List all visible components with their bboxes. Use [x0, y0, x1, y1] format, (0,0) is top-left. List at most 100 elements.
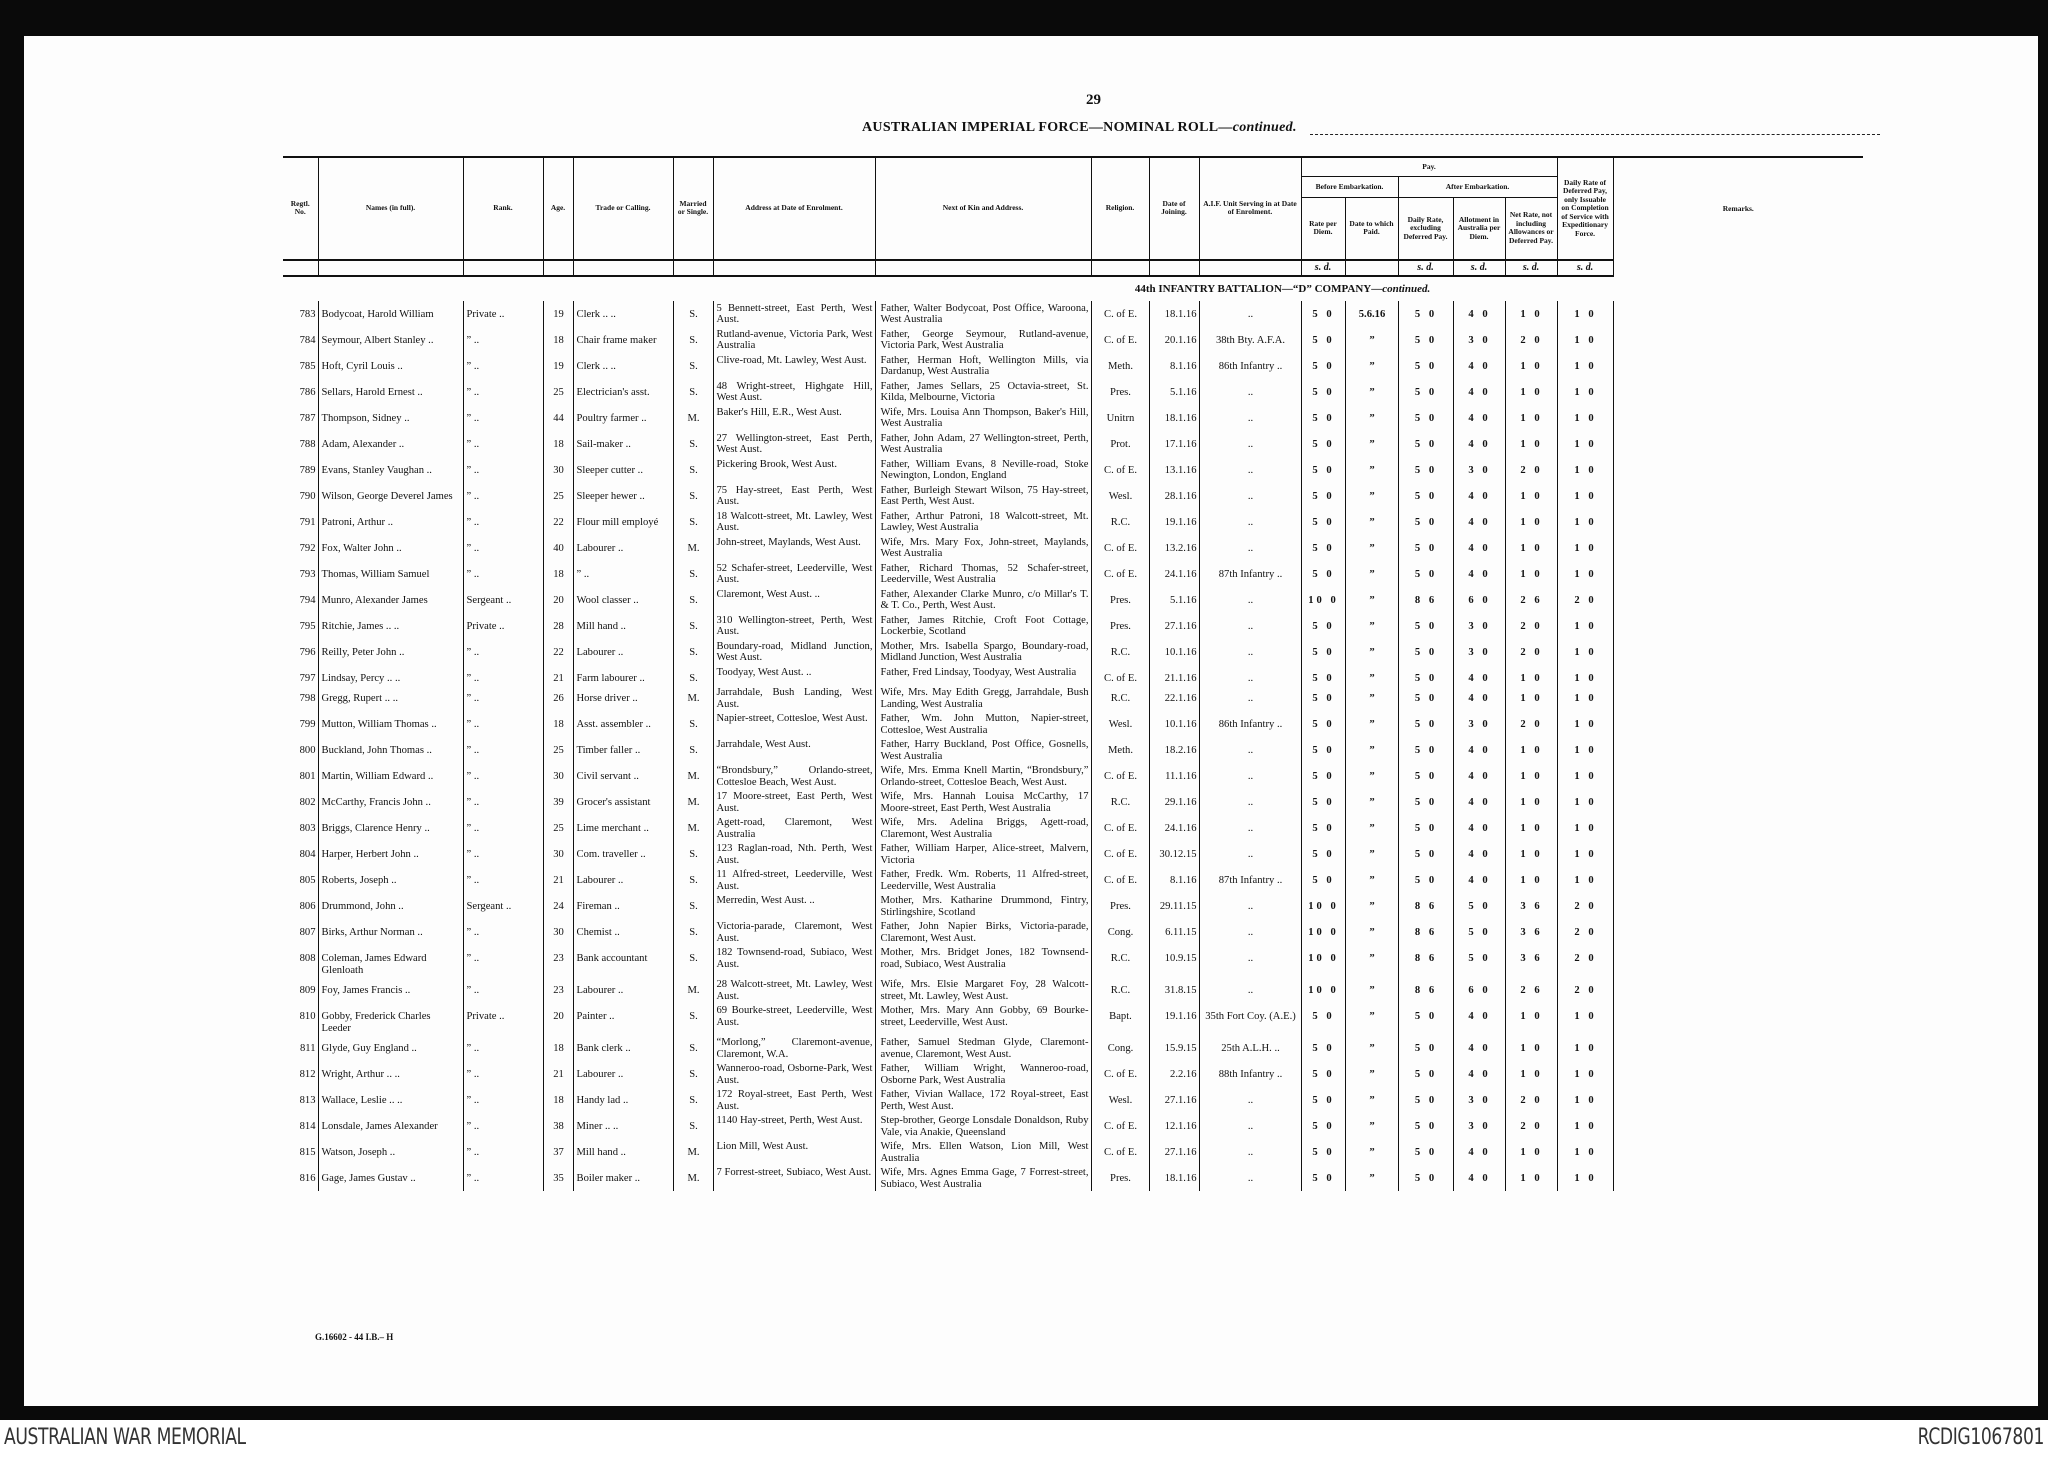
cell-net-rate: 1 0: [1504, 867, 1558, 893]
header-daily-rate: Daily Rate, excluding Deferred Pay.: [1397, 197, 1453, 260]
cell-next-of-kin: Wife, Mrs. Emma Knell Martin, “Brondsbur…: [874, 763, 1091, 789]
cell-age: 30: [542, 456, 573, 483]
cell-address: 52 Schafer-street, Leederville, West Aus…: [712, 560, 875, 587]
cell-unit: ..: [1198, 1165, 1301, 1191]
cell-date-paid: ”: [1344, 1035, 1398, 1061]
cell-unit: ..: [1198, 789, 1301, 815]
cell-daily-rate: 5 0: [1397, 841, 1453, 867]
cell-allotment: 4 0: [1452, 867, 1505, 893]
table-row: 807 Birks, Arthur Norman ..” .. 30 Chemist …: [283, 919, 1864, 945]
cell-deferred-rate: 1 0: [1556, 867, 1614, 893]
cell-unit: 38th Bty. A.F.A.: [1198, 326, 1301, 353]
cell-net-rate: 1 0: [1504, 508, 1558, 535]
unit-rate: s. d.: [1300, 258, 1345, 277]
cell-address: Jarrahdale, West Aust.: [712, 737, 875, 763]
cell-married-single: S.: [672, 560, 713, 587]
cell-date-joining: 24.1.16: [1148, 815, 1199, 841]
cell-rate-per-diem: 5 0: [1300, 560, 1345, 587]
cell-net-rate: 2 0: [1504, 456, 1558, 483]
cell-address: John-street, Maylands, West Aust.: [712, 534, 875, 561]
cell-age: 30: [542, 763, 573, 789]
cell-deferred-rate: 1 0: [1556, 815, 1614, 841]
cell-religion: C. of E.: [1090, 326, 1149, 353]
cell-daily-rate: 5 0: [1397, 664, 1453, 685]
cell-regtl-no: 811: [300, 1043, 316, 1054]
cell-next-of-kin: Father, Wm. John Mutton, Napier-street, …: [874, 711, 1091, 737]
cell-married-single: S.: [672, 711, 713, 737]
cell-date-joining: 12.1.16: [1148, 1113, 1199, 1139]
unit-allotment: s. d.: [1452, 258, 1505, 277]
cell-religion: C. of E.: [1090, 763, 1149, 789]
cell-daily-rate: 5 0: [1397, 1003, 1453, 1035]
cell-next-of-kin: Wife, Mrs. May Edith Gregg, Jarrahdale, …: [874, 685, 1091, 711]
cell-married-single: S.: [672, 638, 713, 665]
cell-remarks: [1612, 789, 1864, 815]
cell-name: Mutton, William Thomas ..: [317, 711, 463, 737]
cell-regtl-no: 809: [299, 985, 316, 996]
cell-married-single: S.: [672, 664, 713, 685]
cell-deferred-rate: 1 0: [1556, 612, 1614, 639]
cell-next-of-kin: Father, William Evans, 8 Neville-road, S…: [874, 456, 1091, 483]
cell-deferred-rate: 1 0: [1556, 685, 1614, 711]
cell-next-of-kin: Mother, Mrs. Mary Ann Gobby, 69 Bourke-s…: [874, 1003, 1091, 1035]
archive-name: AUSTRALIAN WAR MEMORIAL: [4, 1425, 246, 1450]
cell-rank: ” ..: [462, 664, 543, 685]
cell-rate-per-diem: 5 0: [1300, 1061, 1345, 1087]
cell-net-rate: 1 0: [1504, 789, 1558, 815]
cell-date-paid: ”: [1344, 430, 1398, 457]
roll-body: 783 Bodycoat, Harold William Private .. 19 C…: [283, 300, 1864, 1191]
cell-trade: Chair frame maker: [572, 326, 673, 353]
cell-regtl-no: 793: [299, 568, 316, 580]
cell-rank: ” ..: [462, 685, 543, 711]
cell-date-joining: 13.1.16: [1148, 456, 1199, 483]
cell-married-single: S.: [672, 508, 713, 535]
cell-rank: ” ..: [462, 1165, 543, 1191]
cell-married-single: S.: [672, 1035, 713, 1061]
cell-next-of-kin: Father, Richard Thomas, 52 Schafer-stree…: [874, 560, 1091, 587]
cell-rank: ” ..: [462, 638, 543, 665]
cell-daily-rate: 5 0: [1397, 737, 1453, 763]
cell-trade: Poultry farmer ..: [572, 404, 673, 431]
cell-remarks: [1612, 326, 1864, 353]
table-row: 795 Ritchie, James .. .. Private .. 28 Mill …: [283, 612, 1864, 639]
cell-remarks: [1612, 1165, 1864, 1191]
cell-age: 28: [542, 612, 573, 639]
cell-daily-rate: 8 6: [1397, 945, 1453, 977]
cell-married-single: M.: [672, 404, 713, 431]
cell-remarks: [1612, 841, 1864, 867]
cell-daily-rate: 5 0: [1397, 638, 1453, 665]
cell-deferred-rate: 1 0: [1556, 841, 1614, 867]
cell-rank: ” ..: [462, 1139, 543, 1165]
cell-religion: Pres.: [1090, 612, 1149, 639]
cell-unit: 86th Infantry ..: [1198, 352, 1301, 379]
cell-address: Victoria-parade, Claremont, West Aust.: [712, 919, 875, 945]
cell-date-joining: 27.1.16: [1148, 612, 1199, 639]
table-row: 797 Lindsay, Percy .. ..” .. 21 Farm labour…: [283, 664, 1864, 685]
cell-rate-per-diem: 5 0: [1300, 534, 1345, 561]
cell-next-of-kin: Father, Harry Buckland, Post Office, Gos…: [874, 737, 1091, 763]
cell-age: 30: [542, 841, 573, 867]
cell-age: 40: [542, 534, 573, 561]
cell-religion: Wesl.: [1090, 1087, 1149, 1113]
cell-allotment: 4 0: [1452, 1035, 1505, 1061]
table-row: 787 Thompson, Sidney ..” .. 44 Poultry farm…: [283, 404, 1864, 431]
cell-rank: ” ..: [462, 430, 543, 457]
unit-daily: s. d.: [1397, 258, 1453, 277]
cell-net-rate: 1 0: [1504, 763, 1558, 789]
cell-name: Gobby, Frederick Charles Leeder: [317, 1003, 463, 1035]
cell-religion: C. of E.: [1090, 841, 1149, 867]
cell-net-rate: 1 0: [1504, 352, 1558, 379]
cell-date-paid: ”: [1344, 326, 1398, 353]
cell-remarks: [1612, 560, 1864, 587]
cell-next-of-kin: Mother, Mrs. Katharine Drummond, Fintry,…: [874, 893, 1091, 919]
table-row: 810 Gobby, Frederick Charles Leeder Privat…: [283, 1003, 1864, 1035]
cell-daily-rate: 5 0: [1397, 326, 1453, 353]
cell-age: 21: [542, 664, 573, 685]
cell-next-of-kin: Wife, Mrs. Ellen Watson, Lion Mill, West…: [874, 1139, 1091, 1165]
cell-rate-per-diem: 5 0: [1300, 711, 1345, 737]
cell-rate-per-diem: 5 0: [1300, 841, 1345, 867]
cell-name: Glyde, Guy England ..: [317, 1035, 463, 1061]
cell-remarks: [1612, 815, 1864, 841]
cell-married-single: S.: [672, 482, 713, 509]
cell-date-paid: ”: [1344, 482, 1398, 509]
